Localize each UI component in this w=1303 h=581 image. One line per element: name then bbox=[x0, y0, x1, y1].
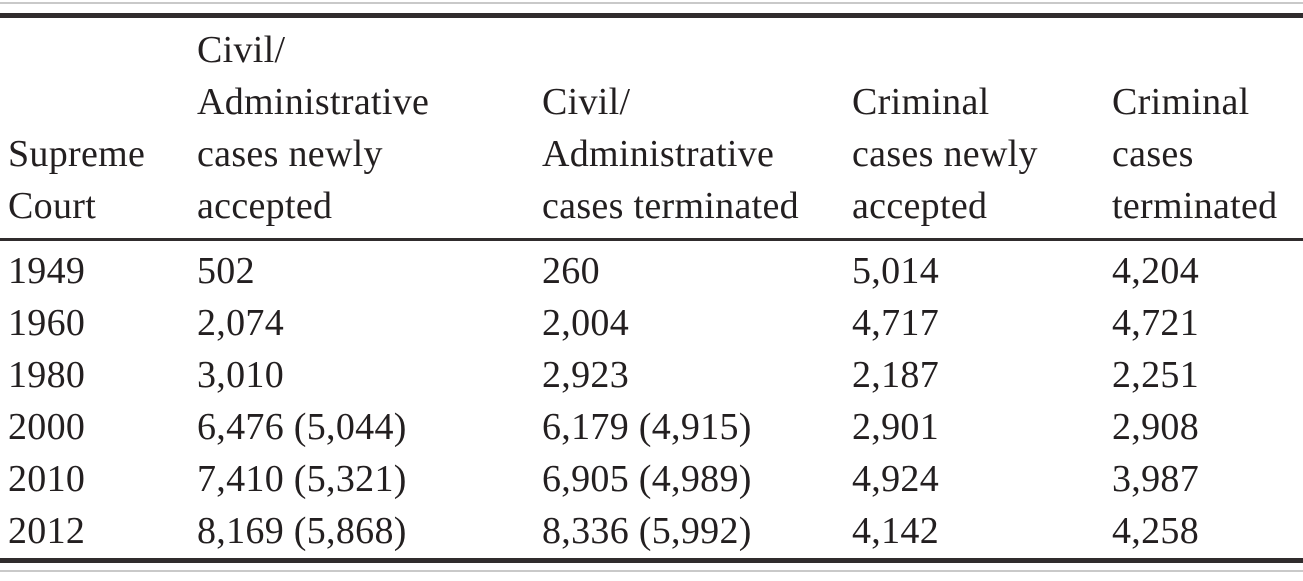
criminal-terminated-cell: 2,251 bbox=[1112, 354, 1199, 396]
year-cell: 2010 bbox=[8, 458, 86, 500]
civil-admin-terminated-cell: 2,004 bbox=[542, 302, 629, 344]
table-body: 1949 502 260 5,014 4,204 1960 2,074 2,00… bbox=[0, 240, 1303, 559]
year-cell: 1949 bbox=[8, 250, 86, 292]
criminal-newly-accepted-cell: 2,901 bbox=[852, 406, 939, 448]
bottom-thick-rule bbox=[0, 558, 1303, 563]
civil-admin-newly-accepted-cell: 7,410 (5,321) bbox=[197, 458, 407, 500]
table-row: 1980 3,010 2,923 2,187 2,251 bbox=[0, 349, 1303, 401]
table-row: 2012 8,169 (5,868) 8,336 (5,992) 4,142 4… bbox=[0, 505, 1303, 558]
criminal-terminated-cell: 3,987 bbox=[1112, 458, 1199, 500]
criminal-terminated-cell: 4,721 bbox=[1112, 302, 1199, 344]
criminal-terminated-cell: 4,258 bbox=[1112, 510, 1199, 552]
year-cell: 2000 bbox=[8, 406, 86, 448]
supreme-court-caseload-table: Supreme Court Civil/ Administrative case… bbox=[0, 18, 1303, 558]
table-row: 2010 7,410 (5,321) 6,905 (4,989) 4,924 3… bbox=[0, 453, 1303, 505]
civil-admin-terminated-cell: 8,336 (5,992) bbox=[542, 510, 752, 552]
top-hairline-rule bbox=[0, 2, 1303, 4]
year-cell: 1960 bbox=[8, 302, 86, 344]
bottom-hairline-rule bbox=[0, 570, 1303, 572]
top-thick-rule bbox=[0, 13, 1303, 18]
criminal-newly-accepted-cell: 2,187 bbox=[852, 354, 939, 396]
criminal-newly-accepted-cell: 5,014 bbox=[852, 250, 939, 292]
table-row: 1960 2,074 2,004 4,717 4,721 bbox=[0, 297, 1303, 349]
table-row: 2000 6,476 (5,044) 6,179 (4,915) 2,901 2… bbox=[0, 401, 1303, 453]
criminal-terminated-cell: 4,204 bbox=[1112, 250, 1199, 292]
col-header-criminal-newly-accepted: Criminal cases newly accepted bbox=[852, 18, 1112, 241]
table-row: 1949 502 260 5,014 4,204 bbox=[0, 240, 1303, 298]
civil-admin-terminated-cell: 260 bbox=[542, 250, 600, 292]
col-header-supreme-court: Supreme Court bbox=[0, 18, 197, 241]
civil-admin-terminated-cell: 2,923 bbox=[542, 354, 629, 396]
civil-admin-newly-accepted-cell: 2,074 bbox=[197, 302, 284, 344]
civil-admin-newly-accepted-cell: 3,010 bbox=[197, 354, 284, 396]
col-header-civil-admin-newly-accepted: Civil/ Administrative cases newly accept… bbox=[197, 18, 542, 241]
criminal-newly-accepted-cell: 4,717 bbox=[852, 302, 939, 344]
civil-admin-newly-accepted-cell: 502 bbox=[197, 250, 255, 292]
civil-admin-newly-accepted-cell: 8,169 (5,868) bbox=[197, 510, 407, 552]
header-row: Supreme Court Civil/ Administrative case… bbox=[0, 18, 1303, 241]
criminal-terminated-cell: 2,908 bbox=[1112, 406, 1199, 448]
civil-admin-terminated-cell: 6,179 (4,915) bbox=[542, 406, 752, 448]
civil-admin-terminated-cell: 6,905 (4,989) bbox=[542, 458, 752, 500]
civil-admin-newly-accepted-cell: 6,476 (5,044) bbox=[197, 406, 407, 448]
year-cell: 1980 bbox=[8, 354, 86, 396]
year-cell: 2012 bbox=[8, 510, 86, 552]
col-header-civil-admin-terminated: Civil/ Administrative cases terminated bbox=[542, 18, 852, 241]
table-header: Supreme Court Civil/ Administrative case… bbox=[0, 18, 1303, 241]
criminal-newly-accepted-cell: 4,924 bbox=[852, 458, 939, 500]
col-header-criminal-terminated: Criminal cases terminated bbox=[1112, 18, 1303, 241]
criminal-newly-accepted-cell: 4,142 bbox=[852, 510, 939, 552]
